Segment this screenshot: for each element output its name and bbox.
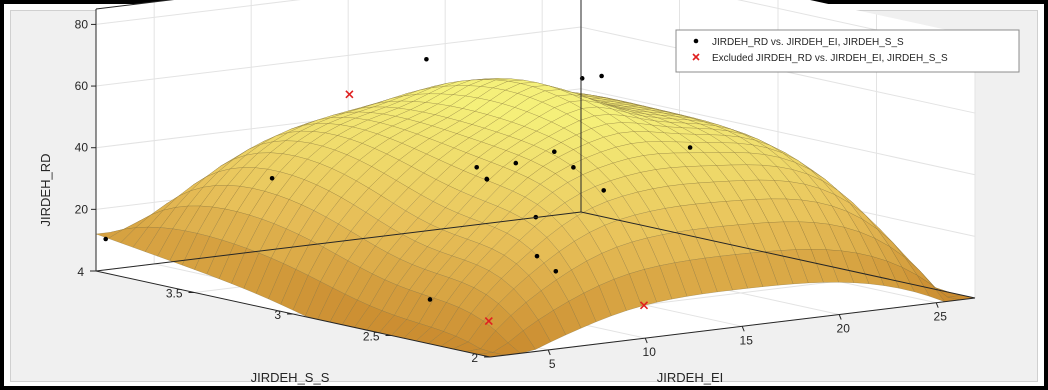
- z-tick-label: 80: [75, 17, 89, 31]
- included-point: [601, 188, 606, 193]
- y-tick-label: 4: [77, 265, 84, 279]
- included-point: [571, 165, 576, 170]
- excluded-point: [639, 301, 649, 310]
- included-point: [534, 253, 540, 259]
- y-tick-label: 3: [274, 308, 281, 322]
- x-axis-label: JIRDEH_EI: [657, 370, 723, 385]
- included-point: [427, 297, 433, 302]
- legend-dot-icon: [693, 38, 699, 44]
- fitted-surface: [95, 78, 976, 358]
- included-point: [424, 56, 429, 62]
- z-tick-label: 40: [75, 141, 89, 155]
- axis-box-edge: [95, 211, 582, 272]
- included-point: [687, 145, 693, 150]
- x-tick-label: 25: [934, 310, 948, 324]
- grid-line: [95, 0, 301, 25]
- y-tick-label: 2: [471, 351, 478, 365]
- legend[interactable]: JIRDEH_RD vs. JIRDEH_EI, JIRDEH_S_S Exclu…: [675, 29, 1020, 73]
- z-tick-label: 60: [75, 79, 89, 93]
- data-points: [103, 56, 693, 326]
- z-tick-label: 20: [75, 202, 89, 216]
- excluded-point: [484, 317, 493, 326]
- grid-line: [95, 26, 582, 87]
- x-tick-label: 15: [740, 333, 754, 347]
- included-point: [103, 236, 108, 242]
- included-point: [513, 160, 519, 166]
- z-axis-label: JIRDEH_RD: [38, 154, 53, 227]
- y-axis-label: JIRDEH_S_S: [251, 370, 330, 385]
- included-point: [599, 73, 604, 79]
- legend-entry-label: JIRDEH_RD vs. JIRDEH_EI, JIRDEH_S_S: [712, 37, 904, 48]
- y-tick-label: 2.5: [363, 330, 380, 344]
- axis-box-edge: [489, 297, 976, 358]
- included-point: [474, 164, 480, 170]
- excluded-point: [345, 90, 354, 99]
- grid-line: [580, 88, 976, 176]
- included-point: [484, 176, 490, 182]
- legend-entry-label: Excluded JIRDEH_RD vs. JIRDEH_EI, JIRDEH…: [712, 53, 948, 64]
- y-tick-label: 3.5: [166, 287, 183, 301]
- axes-layer: 5 10 15 20 25 2 2.5 3 3.5 4 20 40 60 80 JIRDEH_EI JIRDE…: [38, 0, 976, 385]
- included-point: [269, 175, 275, 181]
- legend-box: [675, 29, 1020, 73]
- included-point: [552, 149, 557, 154]
- x-tick-label: 5: [549, 357, 556, 371]
- axis-box-edge: [580, 211, 976, 299]
- legend-x-icon: [692, 53, 700, 61]
- included-point: [553, 268, 559, 274]
- x-tick-label: 20: [837, 322, 851, 336]
- x-tick-label: 10: [643, 345, 657, 359]
